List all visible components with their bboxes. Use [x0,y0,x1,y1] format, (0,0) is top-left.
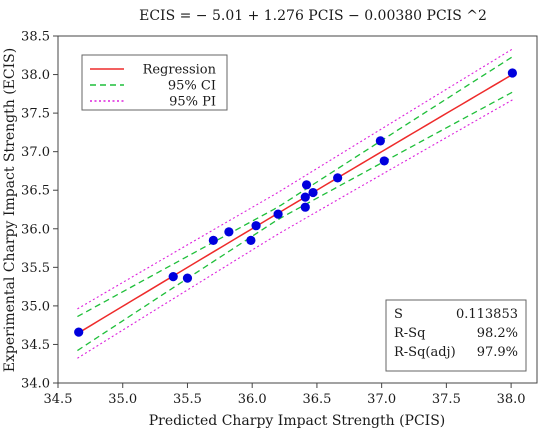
data-point [182,273,193,283]
y-tick-label: 35.0 [21,299,50,314]
data-point [300,202,310,212]
data-point [168,271,178,282]
chart-title: ECIS = − 5.01 + 1.276 PCIS − 0.00380 PCI… [139,8,487,24]
plot-frame [57,35,538,384]
x-tick-label: 37.0 [367,392,396,407]
x-tick-label: 36.0 [238,392,267,407]
y-tick-label: 35.5 [21,261,50,276]
x-tick-label: 34.5 [44,392,73,407]
x-tick-label: 38.0 [497,392,526,407]
data-point [224,227,234,237]
y-tick-label: 36.5 [21,184,50,199]
y-tick-label: 38.0 [21,68,50,83]
legend-label-2: 95% CI [168,79,216,94]
data-point [246,235,256,245]
stats-label-1: S [394,307,403,322]
x-tick-label: 36.5 [302,392,331,407]
stats-label-2: R-Sq [394,326,425,341]
y-axis-label: Experimental Charpy Impact Strength (ECI… [2,48,18,372]
data-points [74,68,517,337]
confidence-bands [77,47,515,359]
stats-box-frame [385,299,527,372]
stats-value-3: 97.9% [477,345,518,360]
ci-upper-line [77,55,515,318]
data-point [507,68,517,78]
data-point [375,136,385,146]
pi-upper-line [77,47,514,310]
stats-label-3: R-Sq(adj) [394,345,456,360]
y-axis: 34.0 34.5 35.0 35.5 36.0 36.5 37.0 37.5 38.0 38.5 [21,30,58,392]
y-tick-label: 34.0 [21,377,50,392]
stats-box: S 0.113853 R-Sq 98.2% R-Sq(adj) 97.9% [385,299,527,372]
legend-label-3: 95% PI [169,95,216,110]
data-point [333,173,343,183]
legend-box [81,54,228,111]
data-point [273,209,283,219]
data-point [301,180,312,190]
y-tick-label: 38.5 [21,30,50,45]
data-point [74,327,84,337]
data-point [251,221,261,231]
legend-label-1: Regression [143,63,217,78]
data-point [308,187,318,198]
y-tick-label: 37.5 [21,107,50,122]
ci-lower-line [77,90,515,352]
data-point [208,235,218,245]
y-tick-label: 34.5 [21,338,50,353]
x-axis-label: Predicted Charpy Impact Strength (PCIS) [149,413,446,429]
x-tick-label: 37.5 [432,392,461,407]
stats-value-1: 0.113853 [456,307,518,322]
y-tick-label: 37.0 [21,145,50,160]
x-tick-label: 35.0 [108,392,137,407]
pi-lower-line [77,98,514,359]
data-point [300,192,310,202]
x-axis: 34.5 35.0 35.5 36.0 36.5 37.0 37.5 38.0 [44,383,526,407]
regression-line [77,73,515,335]
y-tick-label: 36.0 [21,222,50,237]
data-point [379,156,389,166]
x-tick-label: 35.5 [173,392,202,407]
stats-value-2: 98.2% [477,326,518,341]
